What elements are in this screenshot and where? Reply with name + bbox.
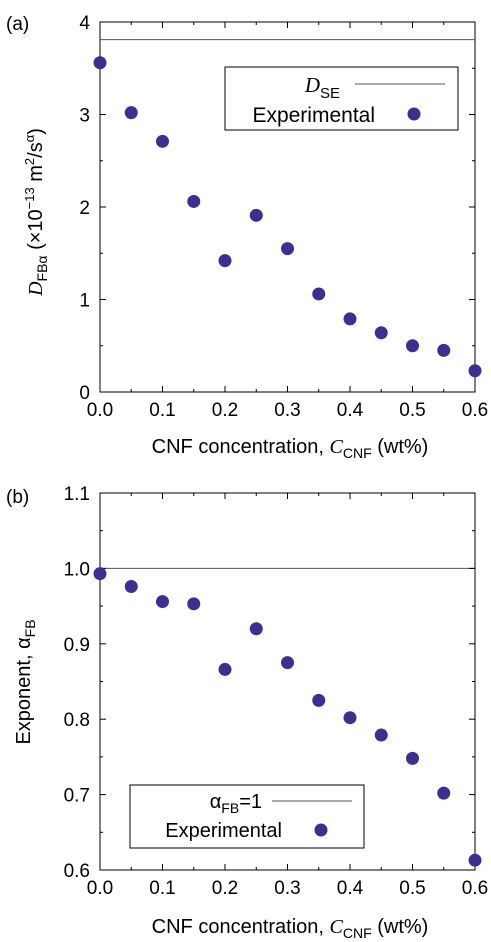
panel-b-x-ticks: 0.0 0.1 0.2 0.3 0.4 0.5 0.6 (87, 493, 488, 899)
panel-b-legend-marker (314, 823, 328, 837)
panel-b-points (93, 567, 482, 867)
panel-b-label: (b) (6, 487, 29, 508)
panel-b-legend (129, 784, 365, 849)
x-tick-label: 0.2 (212, 878, 238, 899)
panel-a-label: (a) (6, 14, 29, 35)
y-tick-label: 0.7 (64, 786, 90, 807)
data-point (468, 364, 482, 378)
data-point (218, 254, 232, 268)
panel-b-legend-ref-label: αFB=1 (210, 791, 262, 816)
panel-b: (b) 0.0 0.1 0.2 0.3 0.4 0.5 0.6 0.6 0.7 0.8 0.9 1.… (6, 484, 488, 941)
panel-a-legend-marker (407, 107, 421, 121)
data-point (437, 343, 451, 357)
y-tick-label: 0.6 (64, 861, 90, 882)
x-tick-label: 0.5 (399, 878, 425, 899)
data-point (343, 711, 357, 725)
panel-a: (a) 0.0 0.1 0.2 0.3 0.4 0.5 0.6 0 1 2 3 4 DSE Expe… (6, 13, 488, 461)
panel-a-y-ticks: 0 1 2 3 4 (79, 13, 475, 404)
panel-a-y-axis-label: DFBα (×10−13 m2/sα) (22, 128, 50, 297)
y-tick-label: 1.0 (64, 559, 90, 580)
panel-a-x-ticks: 0.0 0.1 0.2 0.3 0.4 0.5 0.6 (87, 22, 488, 421)
panel-b-x-axis-label: CNF concentration, CCNF (wt%) (152, 916, 429, 941)
data-point (406, 339, 419, 353)
y-tick-label: 2 (79, 198, 90, 219)
data-point (218, 662, 232, 676)
data-point (343, 312, 357, 326)
panel-b-y-ticks: 0.6 0.7 0.8 0.9 1.0 1.1 (64, 484, 475, 882)
data-point (124, 579, 138, 593)
data-point (124, 106, 138, 120)
data-point (156, 595, 169, 609)
data-point (156, 134, 169, 148)
y-tick-label: 0.9 (64, 635, 90, 656)
x-tick-label: 0.3 (274, 400, 300, 421)
y-tick-label: 1 (79, 291, 90, 312)
panel-a-x-axis-label: CNF concentration, CCNF (wt%) (152, 436, 429, 461)
y-tick-label: 0 (79, 383, 90, 404)
data-point (187, 194, 201, 208)
x-tick-label: 0.6 (462, 878, 488, 899)
x-tick-label: 0.3 (274, 878, 300, 899)
y-tick-label: 0.8 (64, 710, 90, 731)
data-point (374, 728, 388, 742)
x-tick-label: 0.5 (399, 400, 425, 421)
data-point (187, 597, 201, 611)
y-tick-label: 3 (79, 106, 90, 127)
x-tick-label: 0.4 (337, 400, 364, 421)
x-tick-label: 0.2 (212, 400, 238, 421)
data-point (93, 567, 107, 581)
data-point (374, 326, 388, 340)
data-point (281, 242, 294, 256)
x-tick-label: 0.4 (337, 878, 364, 899)
data-point (312, 693, 326, 707)
data-point (281, 656, 294, 670)
x-tick-label: 0.6 (462, 400, 488, 421)
data-point (93, 56, 107, 70)
data-point (312, 287, 326, 301)
data-point (249, 208, 263, 222)
panel-a-legend (224, 66, 459, 131)
panel-a-legend-ref-label: DSE (304, 73, 340, 102)
panel-b-y-axis-label: Exponent, αFB (13, 619, 38, 744)
panel-b-legend-exp-label: Experimental (165, 820, 282, 842)
y-tick-label: 1.1 (64, 484, 90, 505)
panel-a-points (93, 56, 482, 378)
data-point (406, 751, 419, 765)
panel-a-legend-exp-label: Experimental (252, 104, 375, 127)
x-tick-label: 0.1 (149, 878, 175, 899)
y-tick-label: 4 (79, 13, 90, 34)
data-point (249, 622, 263, 636)
x-tick-label: 0.0 (87, 400, 113, 421)
x-tick-label: 0.0 (87, 878, 113, 899)
data-point (468, 853, 482, 867)
data-point (437, 786, 451, 800)
x-tick-label: 0.1 (149, 400, 175, 421)
